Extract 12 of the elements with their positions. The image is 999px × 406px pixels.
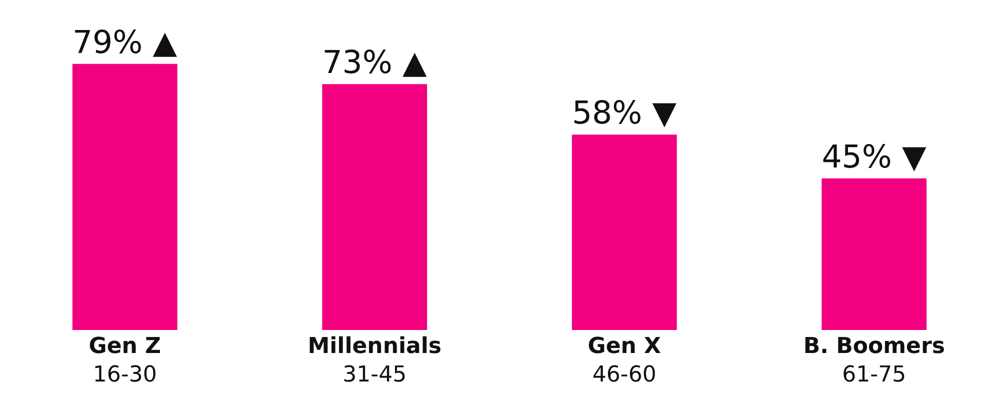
bar <box>822 178 927 330</box>
data-label: 45% ▼ <box>822 140 927 176</box>
data-label: 73% ▲ <box>322 45 428 82</box>
data-label: 79% ▲ <box>72 24 178 61</box>
x-tick-label: B. Boomers 61-75 <box>803 334 945 388</box>
bar <box>572 134 677 330</box>
x-tick-label: Gen X 46-60 <box>588 334 662 388</box>
data-label: 58% ▼ <box>572 96 678 132</box>
x-tick-label: Gen Z 16-30 <box>88 334 162 388</box>
bar <box>72 64 178 330</box>
bar <box>322 84 428 330</box>
x-tick-label: Millennials 31-45 <box>308 334 442 388</box>
